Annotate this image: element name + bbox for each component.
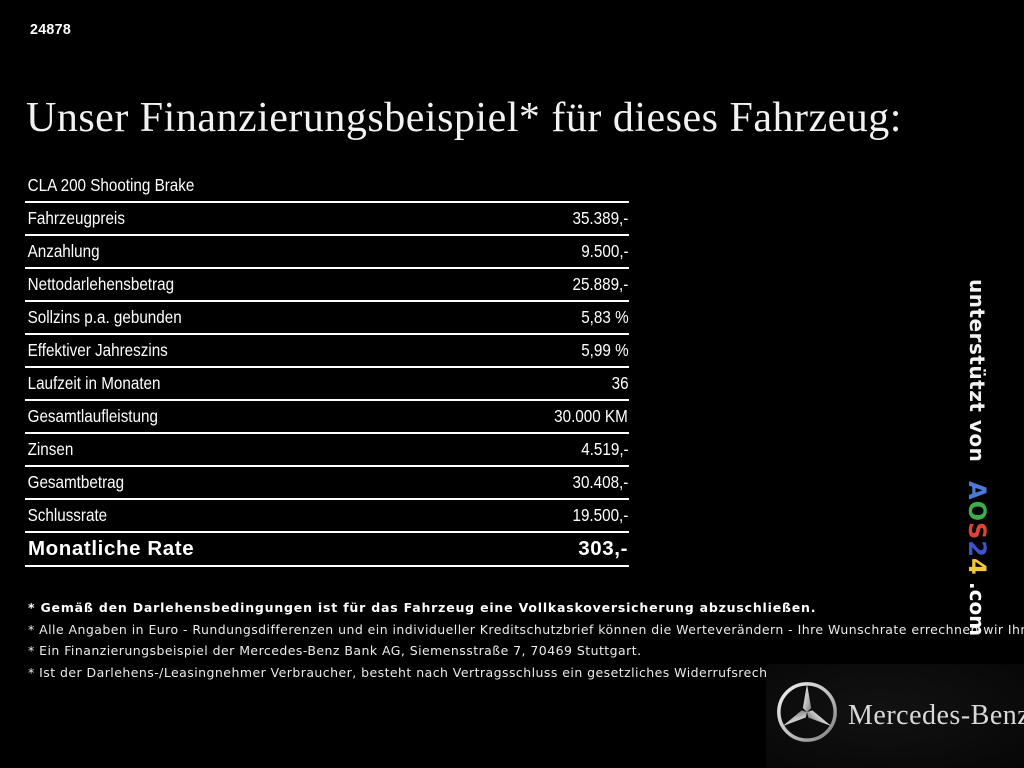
row-label: Gesamtbetrag xyxy=(27,472,125,492)
table-row: Anzahlung 9.500,- xyxy=(25,234,629,267)
monthly-rate-row: Monatliche Rate 303,- xyxy=(25,531,629,567)
aos24-letter: O xyxy=(963,500,991,522)
row-value: 5,83 % xyxy=(580,307,629,327)
row-label: Sollzins p.a. gebunden xyxy=(27,307,182,327)
row-value: 30.000 KM xyxy=(554,406,629,426)
footnote-line: * Alle Angaben in Euro - Rundungsdiffere… xyxy=(28,621,1024,637)
footnote-line: * Ein Finanzierungsbeispiel der Mercedes… xyxy=(28,643,642,658)
row-label: Gesamtlaufleistung xyxy=(27,406,158,426)
row-label: Effektiver Jahreszins xyxy=(27,340,168,360)
row-label: Nettodarlehensbetrag xyxy=(27,274,175,294)
model-name: CLA 200 Shooting Brake xyxy=(27,175,195,195)
row-label: Fahrzeugpreis xyxy=(27,208,125,228)
supported-by-text: unterstützt von xyxy=(965,279,989,463)
page-title: Unser Finanzierungsbeispiel* für dieses … xyxy=(26,95,902,142)
table-row: Gesamtbetrag 30.408,- xyxy=(25,465,629,498)
aos24-logo: AOS24 xyxy=(963,481,991,576)
finance-table: CLA 200 Shooting Brake Fahrzeugpreis 35.… xyxy=(25,170,629,567)
row-label: Anzahlung xyxy=(27,241,100,261)
brand-name: Mercedes-Benz xyxy=(848,700,1024,731)
row-value: 25.889,- xyxy=(572,274,629,294)
mercedes-star-icon xyxy=(775,680,839,744)
row-value: 19.500,- xyxy=(572,505,629,525)
footnote-line: * Gemäß den Darlehensbedingungen ist für… xyxy=(28,600,817,615)
row-value: 9.500,- xyxy=(580,241,629,261)
row-value: 4.519,- xyxy=(580,439,629,459)
brand-panel: Mercedes-Benz xyxy=(766,664,1024,768)
table-row: Zinsen 4.519,- xyxy=(25,432,629,465)
row-value: 30.408,- xyxy=(572,472,629,492)
footnote-line: * Ist der Darlehens-/Leasingnehmer Verbr… xyxy=(28,664,887,680)
row-value: 35.389,- xyxy=(572,208,629,228)
table-row: Nettodarlehensbetrag 25.889,- xyxy=(25,267,629,300)
row-value: 36 xyxy=(611,373,629,393)
monthly-rate-label: Monatliche Rate xyxy=(28,536,195,560)
row-label: Zinsen xyxy=(27,439,74,459)
aos24-letter: S xyxy=(963,521,991,541)
table-row: Sollzins p.a. gebunden 5,83 % xyxy=(25,300,629,333)
aos24-domain-suffix: .com xyxy=(965,582,989,637)
monthly-rate-value: 303,- xyxy=(578,536,628,560)
table-row: Laufzeit in Monaten 36 xyxy=(25,366,629,399)
table-row: Fahrzeugpreis 35.389,- xyxy=(25,201,629,234)
supported-by-strip: unterstützt von AOS24 .com xyxy=(963,279,991,636)
table-row-model: CLA 200 Shooting Brake xyxy=(25,170,629,201)
row-value: 5,99 % xyxy=(580,340,629,360)
aos24-letter: 2 xyxy=(963,540,991,558)
page-id: 24878 xyxy=(30,21,72,38)
footnotes: * Gemäß den Darlehensbedingungen ist für… xyxy=(28,600,1024,687)
table-row: Schlussrate 19.500,- xyxy=(25,498,629,531)
row-label: Schlussrate xyxy=(27,505,108,525)
row-label: Laufzeit in Monaten xyxy=(27,373,161,393)
aos24-letter: 4 xyxy=(963,557,991,576)
aos24-letter: A xyxy=(963,480,991,501)
table-row: Effektiver Jahreszins 5,99 % xyxy=(25,333,629,366)
table-row: Gesamtlaufleistung 30.000 KM xyxy=(25,399,629,432)
